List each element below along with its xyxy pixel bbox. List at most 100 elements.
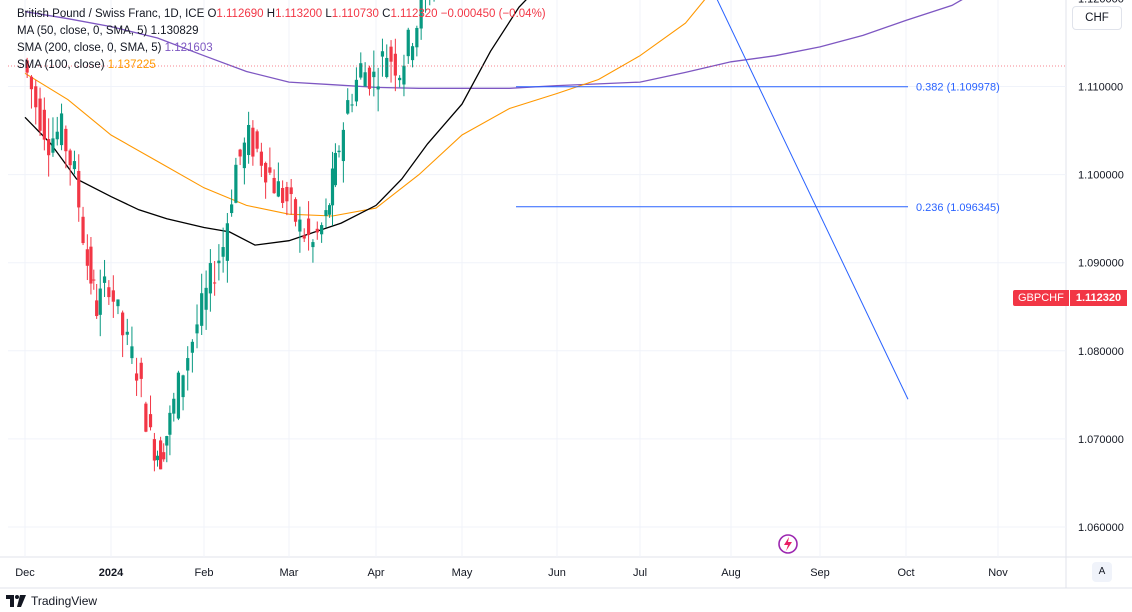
indicator-sma200[interactable]: SMA (200, close, 0, SMA, 5) 1.121603 <box>17 40 546 57</box>
candle-body[interactable] <box>155 455 160 461</box>
candle-body[interactable] <box>116 299 120 307</box>
candle-body[interactable] <box>406 29 410 57</box>
symbol-title[interactable]: British Pound / Swiss Franc, 1D, ICE <box>17 8 205 20</box>
sma200-line[interactable] <box>24 0 1070 89</box>
candle-body[interactable] <box>217 260 221 264</box>
candle-body[interactable] <box>354 79 359 102</box>
candle-body[interactable] <box>152 439 156 461</box>
candle-body[interactable] <box>64 128 68 152</box>
candle-body[interactable] <box>415 27 419 48</box>
trendline[interactable] <box>516 0 909 400</box>
candle-body[interactable] <box>255 131 259 149</box>
candle-body[interactable] <box>259 151 263 166</box>
candle-body[interactable] <box>168 412 172 435</box>
candle-body[interactable] <box>268 167 272 173</box>
candle-body[interactable] <box>208 263 212 294</box>
candle-body[interactable] <box>144 403 148 432</box>
candle-body[interactable] <box>130 346 134 359</box>
candle-body[interactable] <box>47 139 51 156</box>
candle-body[interactable] <box>186 358 190 371</box>
candle-body[interactable] <box>85 249 89 266</box>
candle-body[interactable] <box>77 170 81 208</box>
ma50-line[interactable] <box>24 0 1070 246</box>
candle-body[interactable] <box>306 218 311 236</box>
candle-body[interactable] <box>324 210 328 216</box>
candle-body[interactable] <box>162 452 166 460</box>
event-lightning-icon[interactable] <box>778 534 798 554</box>
candle-body[interactable] <box>298 219 302 232</box>
candle-body[interactable] <box>385 57 389 78</box>
candle-body[interactable] <box>125 331 129 335</box>
candle-body[interactable] <box>204 287 208 310</box>
candle-body[interactable] <box>242 142 246 169</box>
candle-body[interactable] <box>68 150 72 166</box>
candle-body[interactable] <box>95 300 99 317</box>
candle-body[interactable] <box>285 186 289 202</box>
candle-body[interactable] <box>38 98 42 131</box>
candle-body[interactable] <box>55 131 59 140</box>
candle-body[interactable] <box>42 109 46 140</box>
candle-body[interactable] <box>367 67 372 89</box>
candle-body[interactable] <box>81 216 85 244</box>
candle-body[interactable] <box>89 246 93 284</box>
candle-body[interactable] <box>92 279 96 281</box>
candle-body[interactable] <box>341 129 345 162</box>
candle-body[interactable] <box>148 414 153 428</box>
indicator-ma50[interactable]: MA (50, close, 0, SMA, 5) 1.130829 <box>17 23 546 40</box>
candle-body[interactable] <box>190 341 194 353</box>
indicator-sma100[interactable]: SMA (100, close) 1.137225 <box>17 57 546 74</box>
candle-body[interactable] <box>121 312 125 336</box>
candle-body[interactable] <box>289 187 293 195</box>
candle-body[interactable] <box>328 205 332 215</box>
candle-body[interactable] <box>302 235 306 239</box>
candle-body[interactable] <box>311 242 315 248</box>
candle-body[interactable] <box>372 71 376 78</box>
candle-body[interactable] <box>238 149 242 157</box>
candle-body[interactable] <box>330 168 335 206</box>
candle-body[interactable] <box>264 162 268 183</box>
candle-body[interactable] <box>276 181 280 197</box>
candle-body[interactable] <box>72 161 77 170</box>
candle-body[interactable] <box>251 127 255 157</box>
candle-body[interactable] <box>225 223 229 261</box>
candle-body[interactable] <box>102 276 107 283</box>
candle-body[interactable] <box>59 113 64 146</box>
candle-body[interactable] <box>176 372 181 419</box>
candle-body[interactable] <box>139 362 143 379</box>
candle-body[interactable] <box>315 228 319 233</box>
candle-body[interactable] <box>410 46 415 61</box>
candle-body[interactable] <box>337 150 341 153</box>
candle-body[interactable] <box>380 51 385 57</box>
candle-body[interactable] <box>51 138 55 153</box>
candle-body[interactable] <box>195 324 199 334</box>
candle-body[interactable] <box>29 76 34 90</box>
candle-body[interactable] <box>234 164 238 203</box>
candle-body[interactable] <box>34 86 38 108</box>
candle-body[interactable] <box>165 436 169 446</box>
candle-body[interactable] <box>134 373 139 381</box>
candle-body[interactable] <box>376 86 380 90</box>
candle-body[interactable] <box>281 187 285 203</box>
plot-area[interactable] <box>8 0 1066 557</box>
tradingview-branding[interactable]: TradingView <box>6 594 97 608</box>
candle-body[interactable] <box>230 204 234 214</box>
candle-body[interactable] <box>350 104 354 106</box>
candle-body[interactable] <box>272 177 276 194</box>
candle-body[interactable] <box>98 288 102 315</box>
candle-body[interactable] <box>172 398 176 414</box>
candle-body[interactable] <box>181 375 185 398</box>
candle-body[interactable] <box>333 152 337 186</box>
candle-body[interactable] <box>213 282 217 284</box>
sma100-line[interactable] <box>24 0 1070 217</box>
currency-button[interactable]: CHF <box>1072 6 1122 30</box>
candle-body[interactable] <box>293 199 298 222</box>
candle-body[interactable] <box>389 46 393 62</box>
candle-body[interactable] <box>359 63 363 78</box>
candle-body[interactable] <box>398 77 402 81</box>
candle-body[interactable] <box>320 225 324 235</box>
candle-body[interactable] <box>402 65 406 85</box>
candle-body[interactable] <box>363 72 367 87</box>
candle-body[interactable] <box>107 287 111 298</box>
candle-body[interactable] <box>346 100 350 114</box>
candle-body[interactable] <box>247 124 251 156</box>
